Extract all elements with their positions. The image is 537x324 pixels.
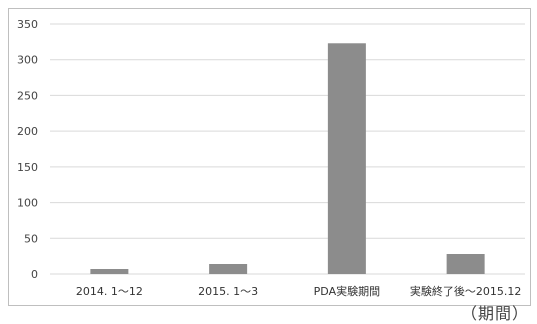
y-tick-label: 50: [24, 232, 38, 245]
y-tick-label: 350: [17, 18, 38, 31]
bar: [327, 43, 366, 275]
x-category-label: PDA実験期間: [314, 284, 380, 298]
x-category-label: 2015. 1～3: [198, 285, 258, 298]
x-category-label: 実験終了後～2015.12: [410, 284, 522, 298]
y-tick-label: 200: [17, 125, 38, 138]
y-tick-label: 100: [17, 197, 38, 210]
x-axis-unit-label: （期間）: [460, 304, 529, 323]
y-tick-label: 300: [17, 54, 38, 67]
y-tick-label: 250: [17, 89, 38, 102]
chart-frame: [8, 8, 531, 306]
y-tick-label: 150: [17, 161, 38, 174]
y-tick-label: 0: [31, 268, 38, 281]
bar: [209, 264, 248, 274]
x-category-label: 2014. 1～12: [76, 285, 143, 298]
bar: [90, 269, 129, 274]
bar: [446, 254, 485, 274]
